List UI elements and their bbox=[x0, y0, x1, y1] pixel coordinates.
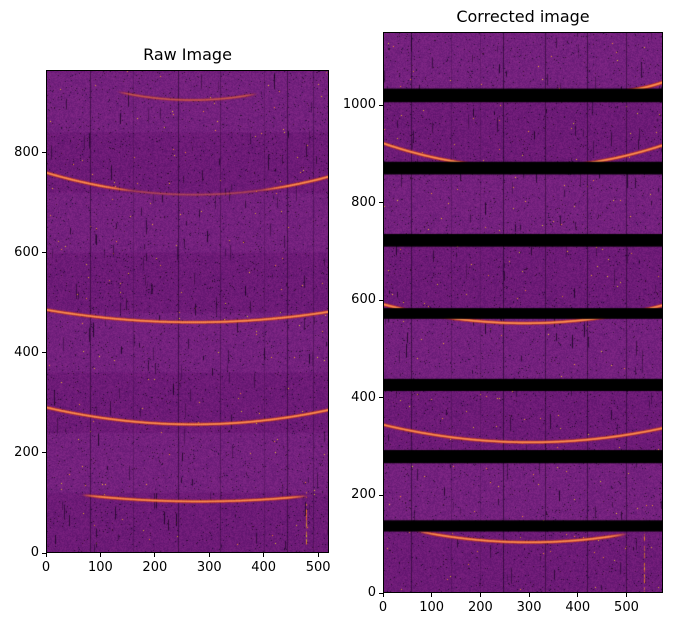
x-tick-label: 300 bbox=[516, 600, 542, 615]
x-tick-label: 100 bbox=[88, 560, 113, 575]
corrected-image-title: Corrected image bbox=[456, 7, 590, 26]
raw-image-canvas bbox=[46, 70, 329, 553]
y-tick-mark bbox=[379, 494, 383, 496]
y-tick-mark bbox=[379, 104, 383, 106]
x-tick-mark bbox=[45, 553, 47, 557]
y-tick-label: 600 bbox=[14, 244, 39, 260]
x-tick-mark bbox=[263, 553, 265, 557]
y-tick-mark bbox=[379, 397, 383, 399]
raw-image-title: Raw Image bbox=[143, 45, 232, 64]
y-tick-label: 1000 bbox=[342, 97, 376, 113]
y-tick-label: 800 bbox=[351, 194, 376, 210]
y-tick-label: 800 bbox=[14, 144, 39, 160]
y-tick-label: 400 bbox=[351, 389, 376, 405]
x-tick-mark bbox=[431, 593, 433, 597]
x-tick-mark bbox=[625, 593, 627, 597]
y-tick-label: 200 bbox=[351, 487, 376, 503]
x-tick-label: 500 bbox=[305, 560, 331, 575]
x-tick-label: 400 bbox=[251, 560, 277, 575]
y-tick-label: 0 bbox=[367, 585, 376, 600]
x-tick-mark bbox=[208, 553, 210, 557]
y-tick-mark bbox=[379, 592, 383, 594]
x-tick-label: 200 bbox=[467, 600, 493, 615]
x-tick-mark bbox=[154, 553, 156, 557]
corrected-image-canvas bbox=[383, 32, 663, 593]
x-tick-mark bbox=[577, 593, 579, 597]
y-tick-label: 0 bbox=[30, 545, 39, 560]
y-tick-mark bbox=[42, 452, 46, 454]
y-tick-mark bbox=[42, 352, 46, 354]
x-tick-mark bbox=[528, 593, 530, 597]
y-tick-mark bbox=[42, 552, 46, 554]
x-tick-mark bbox=[479, 593, 481, 597]
y-tick-label: 200 bbox=[14, 444, 39, 460]
x-tick-mark bbox=[382, 593, 384, 597]
x-tick-mark bbox=[317, 553, 319, 557]
y-tick-mark bbox=[379, 299, 383, 301]
x-tick-label: 400 bbox=[565, 600, 591, 615]
x-tick-label: 500 bbox=[614, 600, 639, 615]
x-tick-mark bbox=[99, 553, 101, 557]
x-tick-label: 100 bbox=[419, 600, 445, 615]
y-tick-mark bbox=[42, 252, 46, 254]
y-tick-label: 600 bbox=[351, 292, 376, 308]
y-tick-label: 400 bbox=[14, 344, 39, 360]
x-tick-label: 200 bbox=[142, 560, 168, 575]
y-tick-mark bbox=[42, 152, 46, 154]
x-tick-label: 0 bbox=[378, 600, 388, 615]
y-tick-mark bbox=[379, 202, 383, 204]
x-tick-label: 0 bbox=[41, 560, 51, 575]
x-tick-label: 300 bbox=[196, 560, 222, 575]
